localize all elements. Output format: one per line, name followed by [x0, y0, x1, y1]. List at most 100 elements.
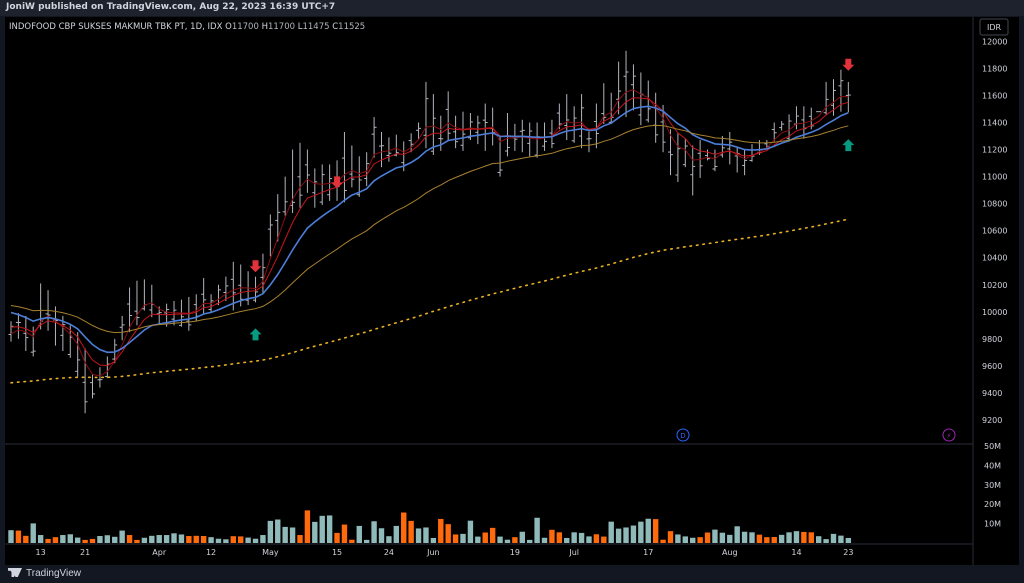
- volume-bar: [645, 518, 651, 543]
- time-tick-label: 19: [510, 548, 520, 557]
- volume-bar: [704, 532, 711, 543]
- volume-bar: [475, 536, 481, 543]
- volume-bar: [549, 529, 555, 543]
- volume-bar: [67, 534, 73, 543]
- time-tick-label: May: [262, 548, 279, 557]
- volume-tick-label: 40M: [984, 461, 1001, 470]
- volume-bar: [230, 536, 236, 543]
- volume-bar: [141, 537, 148, 543]
- volume-bar: [541, 537, 548, 543]
- price-tick-label: 10200: [982, 281, 1007, 290]
- volume-bar: [112, 536, 118, 543]
- price-tick-label: 11000: [982, 173, 1007, 182]
- time-tick-label: 13: [36, 548, 46, 557]
- volume-bar: [675, 534, 681, 543]
- price-tick-label: 10600: [982, 227, 1007, 236]
- time-tick-label: 17: [643, 548, 653, 557]
- price-tick-label: 11400: [982, 118, 1007, 127]
- volume-bar: [778, 534, 785, 543]
- volume-bar: [334, 532, 340, 543]
- price-chart[interactable]: D ⚡ INDOFOOD CBP SUKSES MAKMUR TBK PT, 1D,…: [5, 17, 1019, 565]
- tradingview-brand[interactable]: TradingView: [8, 568, 81, 579]
- volume-bar: [82, 539, 88, 543]
- price-tick-label: 11200: [982, 146, 1007, 155]
- price-tick-label: 10800: [982, 200, 1007, 209]
- volume-bar: [289, 527, 296, 543]
- volume-bar: [438, 518, 444, 543]
- volume-bar: [104, 535, 111, 543]
- volume-bar: [838, 535, 844, 543]
- volume-bar: [764, 537, 770, 543]
- volume-bar: [245, 537, 251, 543]
- volume-bar: [808, 532, 814, 543]
- time-tick-label: 21: [80, 548, 90, 557]
- volume-bar: [630, 525, 637, 543]
- volume-bar: [512, 537, 518, 543]
- sell-arrow-icon: [331, 176, 344, 189]
- volume-bar: [527, 539, 533, 543]
- volume-tick-label: 30M: [984, 481, 1001, 490]
- volume-bar: [326, 515, 333, 543]
- volume-bar: [171, 533, 177, 543]
- volume-bar: [667, 531, 674, 543]
- moving-average-line: [10, 124, 849, 334]
- volume-bar: [193, 535, 199, 543]
- volume-bar: [719, 532, 726, 543]
- ohlc-low-value: 11475: [302, 22, 332, 32]
- buy-arrow-icon: [249, 328, 262, 341]
- volume-bar: [45, 538, 51, 543]
- volume-bar: [267, 520, 274, 543]
- volume-bar: [482, 532, 488, 543]
- ohlc-high-label: H: [262, 22, 268, 32]
- volume-bar: [697, 537, 703, 543]
- volume-bar: [793, 531, 800, 543]
- volume-bar: [15, 530, 22, 543]
- price-tick-label: 11600: [982, 91, 1007, 100]
- price-tick-label: 10400: [982, 254, 1007, 263]
- time-tick-label: 24: [384, 548, 394, 557]
- ohlc-close-label: C: [332, 22, 338, 32]
- volume-bar: [786, 532, 792, 543]
- time-tick-label: Aug: [722, 548, 738, 557]
- time-tick-label: 23: [843, 548, 853, 557]
- volume-bar: [771, 536, 777, 543]
- price-tick-label: 12000: [982, 37, 1007, 46]
- symbol-legend: INDOFOOD CBP SUKSES MAKMUR TBK PT, 1D, I…: [9, 22, 365, 32]
- volume-bar: [74, 537, 81, 543]
- chart-area[interactable]: D ⚡ INDOFOOD CBP SUKSES MAKMUR TBK PT, 1D,…: [5, 17, 1019, 565]
- moving-average-line: [10, 97, 849, 367]
- volume-bar: [608, 521, 614, 543]
- volume-bar: [215, 538, 222, 543]
- volume-bar: [712, 529, 718, 543]
- volume-bar: [401, 512, 407, 543]
- volume-bar: [356, 525, 362, 543]
- volume-bar: [690, 537, 696, 543]
- volume-bar: [297, 535, 303, 543]
- moving-average-line: [10, 89, 849, 377]
- volume-bar: [178, 534, 185, 543]
- volume-bar: [37, 535, 44, 543]
- volume-bar: [134, 539, 140, 543]
- price-tick-label: 11800: [982, 64, 1007, 73]
- volume-bar: [801, 531, 807, 543]
- volume-bar: [149, 535, 155, 543]
- brand-label: TradingView: [26, 568, 82, 579]
- volume-bar: [830, 533, 837, 543]
- volume-tick-label: 50M: [984, 442, 1001, 451]
- volume-bar: [756, 534, 763, 543]
- volume-bar: [467, 520, 474, 543]
- footer-bar: TradingView: [0, 565, 1024, 583]
- publish-line: JoniW published on TradingView.com, Aug …: [6, 2, 336, 12]
- sell-arrow-icon: [842, 58, 855, 71]
- price-tick-label: 9600: [982, 362, 1002, 371]
- earnings-icon: [942, 428, 956, 442]
- volume-bar: [8, 530, 14, 543]
- volume-bar: [445, 524, 451, 543]
- volume-bar: [363, 539, 370, 543]
- volume-bar: [423, 527, 429, 543]
- volume-bar: [845, 537, 852, 543]
- volume-bar: [119, 530, 125, 543]
- time-tick-label: 15: [332, 548, 342, 557]
- volume-bar: [815, 536, 822, 543]
- earnings-icon-label: ⚡: [947, 432, 952, 440]
